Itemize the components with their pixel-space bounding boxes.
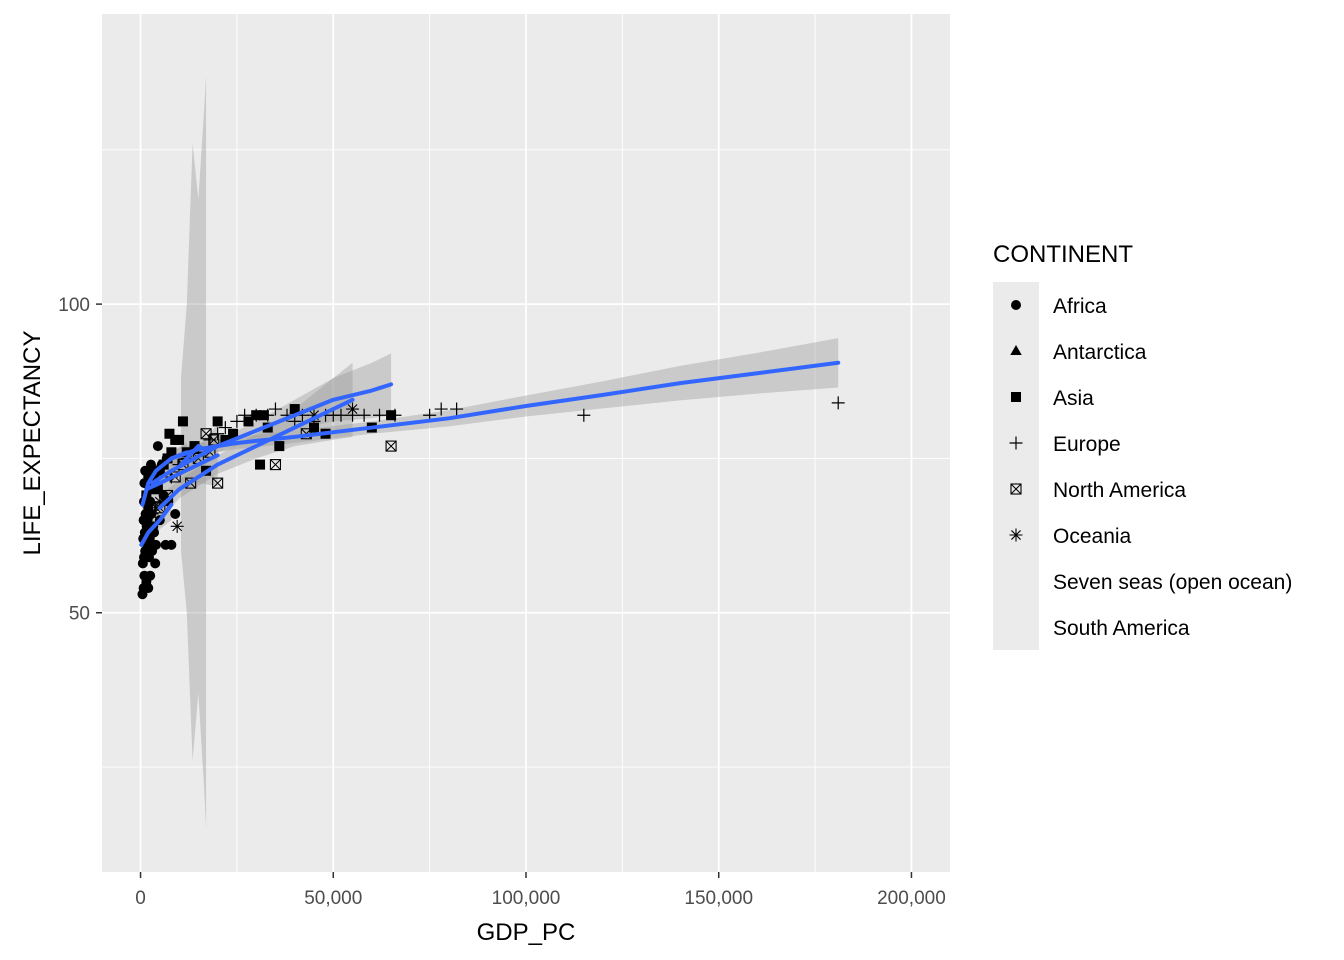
legend-items: Africa Antarctica Asia Europe North America O… — [1009, 295, 1292, 640]
point-africa — [143, 583, 154, 594]
point-north-america — [269, 459, 282, 471]
point-europe — [577, 408, 591, 422]
point-europe — [357, 408, 371, 422]
point-oceania — [170, 519, 184, 533]
legend-key-africa — [1011, 300, 1021, 310]
legend-key-background — [993, 282, 1039, 650]
point-africa — [150, 539, 161, 550]
smooth-line — [157, 397, 355, 510]
x-tick-label: 0 — [135, 888, 146, 909]
legend-label-europe: Europe — [1053, 433, 1121, 456]
point-oceania — [153, 495, 167, 509]
point-asia — [147, 465, 158, 476]
x-tick-label: 50,000 — [304, 888, 362, 909]
point-asia — [220, 434, 231, 445]
point-europe — [249, 408, 263, 422]
point-asia — [162, 453, 173, 464]
point-europe — [831, 396, 845, 410]
legend-key-north-america — [1010, 483, 1022, 495]
point-asia — [255, 459, 266, 470]
point-asia — [274, 441, 285, 452]
point-europe — [261, 408, 275, 422]
point-asia — [228, 428, 239, 439]
point-asia — [166, 447, 177, 458]
smooth-line — [179, 444, 209, 467]
major-gridlines — [102, 14, 950, 872]
x-tick-label: 100,000 — [492, 888, 561, 909]
point-europe — [218, 421, 232, 435]
legend-key-europe — [1009, 436, 1023, 450]
point-asia — [164, 428, 175, 439]
point-asia — [243, 416, 254, 427]
point-asia — [154, 465, 165, 476]
point-africa — [170, 508, 181, 519]
smooth-confidence-band — [142, 442, 187, 514]
point-europe — [334, 408, 348, 422]
point-africa — [150, 558, 161, 569]
point-oceania — [149, 501, 163, 515]
point-africa — [152, 441, 163, 452]
legend-key-asia — [1011, 392, 1021, 402]
smooth-line — [169, 360, 841, 461]
legend-label-asia: Asia — [1053, 387, 1094, 410]
smooth-line — [150, 382, 394, 486]
point-europe — [434, 402, 448, 416]
point-europe — [230, 414, 244, 428]
legend-key-oceania — [1009, 528, 1023, 542]
smooth-confidence-band — [171, 338, 839, 468]
point-africa — [166, 539, 177, 550]
point-oceania — [346, 402, 360, 416]
legend-label-oceania: Oceania — [1053, 525, 1132, 548]
y-tick-label: 50 — [69, 604, 90, 625]
legend: CONTINENT Africa Antarctica Asia Europe Nort… — [993, 241, 1292, 650]
point-north-america — [200, 428, 212, 440]
y-axis-title: LIFE_EXPECTANCY — [19, 331, 46, 556]
point-asia — [289, 404, 300, 415]
point-north-america — [385, 440, 397, 452]
x-tick-label: 200,000 — [877, 888, 946, 909]
point-europe — [450, 402, 464, 416]
point-north-america — [212, 477, 224, 489]
point-oceania — [307, 408, 321, 422]
legend-label-seven-seas-open-ocean: Seven seas (open ocean) — [1053, 571, 1292, 594]
point-asia — [212, 416, 223, 427]
legend-label-north-america: North America — [1053, 479, 1186, 502]
point-asia — [152, 484, 163, 495]
x-axis-title: GDP_PC — [477, 919, 576, 946]
point-europe — [211, 427, 225, 441]
point-asia — [189, 441, 200, 452]
y-tick-label: 100 — [58, 295, 90, 316]
point-europe — [373, 408, 387, 422]
point-oceania — [141, 519, 155, 533]
point-asia — [177, 416, 188, 427]
x-tick-label: 150,000 — [684, 888, 753, 909]
y-axis-ticks: 50 100 — [58, 295, 102, 625]
point-asia — [174, 434, 185, 445]
smooth-line — [144, 453, 220, 492]
legend-label-south-america: South America — [1053, 617, 1190, 640]
legend-label-africa: Africa — [1053, 295, 1107, 318]
smooth-confidence-band — [152, 353, 392, 491]
legend-label-antarctica: Antarctica — [1053, 341, 1147, 364]
point-europe — [238, 408, 252, 422]
point-oceania — [145, 507, 159, 521]
point-europe — [268, 402, 282, 416]
smooth-lines — [139, 360, 841, 547]
point-africa — [145, 570, 156, 581]
x-axis-ticks: 0 50,000 100,000 150,000 200,000 — [135, 872, 946, 909]
point-europe — [388, 408, 402, 422]
legend-key-antarctica — [1010, 345, 1022, 355]
legend-title: CONTINENT — [993, 241, 1133, 268]
smooth-line — [139, 502, 174, 547]
